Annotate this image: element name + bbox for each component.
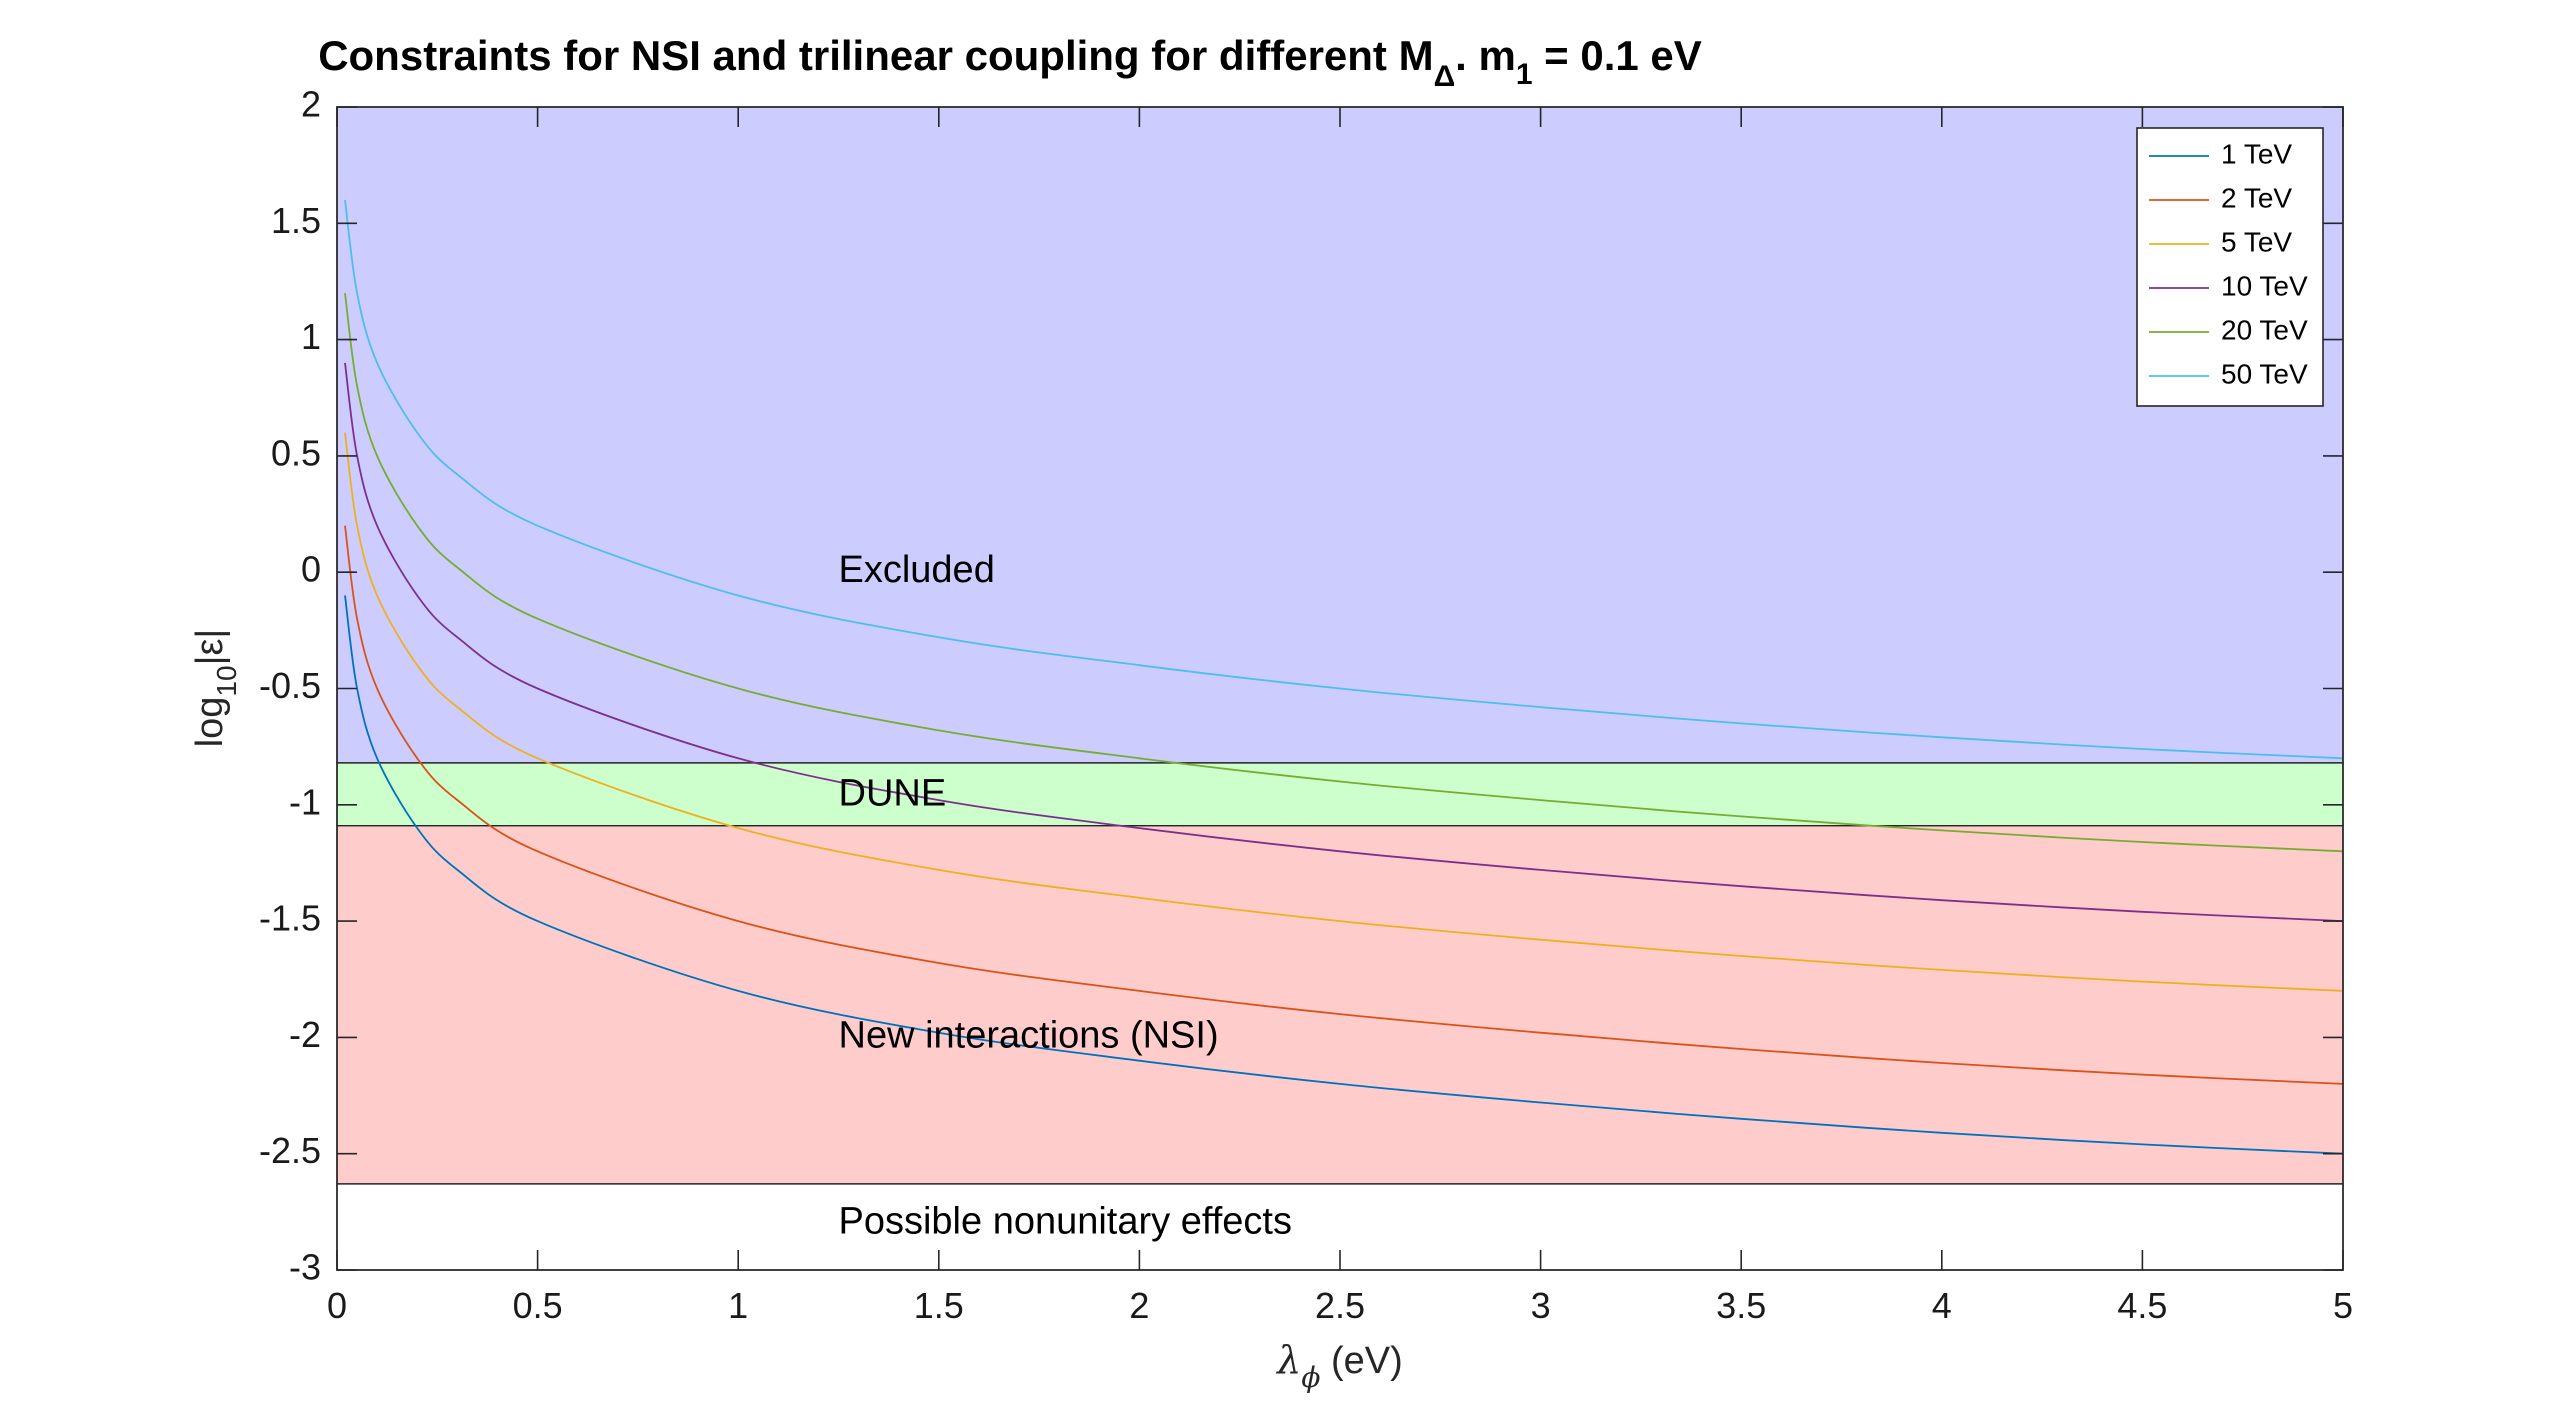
y-tick-label: -3	[289, 1247, 321, 1288]
x-tick-label: 4	[1932, 1285, 1952, 1326]
x-tick-label: 2	[1129, 1285, 1149, 1326]
x-tick-label: 0.5	[513, 1285, 563, 1326]
legend-label-1: 2 TeV	[2221, 182, 2292, 213]
y-tick-labels: 2 1.5 1 0.5 0 -0.5 -1 -1.5 -2 -2.5 -3	[259, 84, 321, 1288]
y-tick-label: -1.5	[259, 898, 321, 939]
legend-box	[2136, 127, 2324, 407]
x-tick-label: 3.5	[1716, 1285, 1766, 1326]
y-tick-label: 1	[301, 316, 321, 357]
series-line-5	[344, 199, 2344, 760]
region-labels: Excluded DUNE New interactions (NSI) Possib…	[839, 549, 1292, 1242]
legend-label-2: 5 TeV	[2221, 226, 2292, 257]
legend-label-0: 1 TeV	[2221, 138, 2292, 169]
region-label-0: Excluded	[839, 549, 995, 591]
y-tick-label: 0	[301, 549, 321, 590]
x-tick-labels: 0 0.5 1 1.5 2 2.5 3 3.5 4 4.5 5	[327, 1285, 2353, 1326]
series-line-4	[344, 292, 2344, 853]
y-tick-label: 2	[301, 84, 321, 125]
legend-label-3: 10 TeV	[2221, 270, 2308, 301]
region-label-3: Possible nonunitary effects	[839, 1201, 1292, 1243]
ticks	[336, 106, 2344, 1271]
y-axis-label: log10|ε|	[189, 629, 242, 748]
series-line-2	[344, 432, 2344, 992]
y-tick-label: 0.5	[271, 432, 321, 473]
region-label-1: DUNE	[839, 773, 947, 815]
regions	[336, 106, 2344, 1271]
legend-label-5: 50 TeV	[2221, 358, 2308, 389]
y-tick-label: -2.5	[259, 1130, 321, 1171]
x-tick-label: 1	[728, 1285, 748, 1326]
x-axis-label: λϕ (eV)	[1275, 1338, 1403, 1394]
legend-label-4: 20 TeV	[2221, 314, 2308, 345]
x-tick-label: 1.5	[914, 1285, 964, 1326]
region-label-2: New interactions (NSI)	[839, 1014, 1219, 1056]
series-lines	[344, 199, 2344, 1155]
x-tick-label: 5	[2333, 1285, 2353, 1326]
region-1	[336, 762, 2344, 827]
y-tick-label: -2	[289, 1014, 321, 1055]
region-0	[336, 106, 2344, 764]
y-tick-label: -1	[289, 781, 321, 822]
series-line-3	[344, 362, 2344, 922]
y-tick-label: 1.5	[271, 200, 321, 241]
legend: 1 TeV 2 TeV 5 TeV 10 TeV 20 TeV 50 TeV	[2136, 127, 2324, 407]
series-line-0	[344, 595, 2344, 1155]
series-line-1	[344, 525, 2344, 1085]
y-tick-label: -0.5	[259, 665, 321, 706]
x-tick-label: 0	[327, 1285, 347, 1326]
x-tick-label: 2.5	[1315, 1285, 1365, 1326]
region-2	[336, 825, 2344, 1185]
chart-title: Constraints for NSI and trilinear coupli…	[318, 32, 1702, 93]
x-tick-label: 3	[1531, 1285, 1551, 1326]
x-tick-label: 4.5	[2117, 1285, 2167, 1326]
